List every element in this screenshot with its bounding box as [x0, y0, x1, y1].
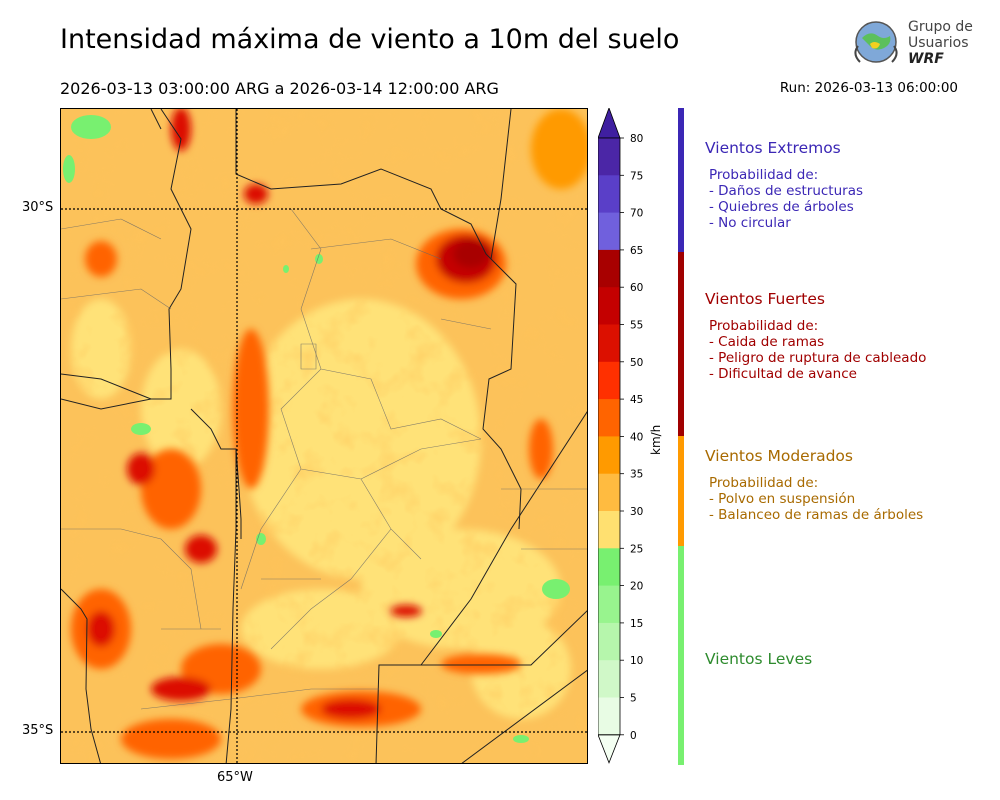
colorbar-tick-label: 55	[630, 320, 643, 332]
colorbar-tick-label: 15	[630, 618, 643, 630]
colorbar-segment	[598, 175, 620, 214]
colorbar-segment	[598, 436, 620, 475]
colorbar-tick-label: 40	[630, 431, 643, 443]
globe-logo-icon	[854, 21, 898, 63]
colorbar-segment	[598, 548, 620, 587]
colorbar-unit: km/h	[649, 424, 663, 455]
legend-moderados: Vientos Moderados Probabilidad de: - Pol…	[705, 447, 923, 523]
map-title: Intensidad máxima de viento a 10m del su…	[60, 24, 680, 55]
legend-extremos-desc-3: - No circular	[709, 215, 791, 231]
legend-fuertes-desc-1: - Caida de ramas	[709, 334, 825, 350]
colorbar-tick-label: 10	[630, 655, 643, 667]
colorbar-tick-label: 35	[630, 469, 643, 481]
run-time: Run: 2026-03-13 06:00:00	[779, 80, 958, 96]
colorbar-tick-label: 50	[630, 357, 643, 369]
lat-label-30s: 30°S	[22, 200, 54, 215]
colorbar-segment	[598, 287, 620, 325]
band-fuertes	[678, 252, 684, 436]
logo-line2: Usuarios	[908, 35, 969, 51]
legend-leves-title: Vientos Leves	[705, 650, 813, 668]
colorbar-segment	[598, 212, 620, 251]
legend-fuertes-title: Vientos Fuertes	[705, 290, 825, 308]
colorbar-segment	[598, 585, 620, 624]
colorbar: 80 75 70 65 60 55 50 45 40 35 30 25 20 15 10 5 0	[597, 106, 668, 768]
colorbar-segment	[598, 511, 620, 549]
legend-fuertes-desc-0: Probabilidad de:	[709, 318, 819, 334]
legend-fuertes: Vientos Fuertes Probabilidad de: - Caida…	[705, 290, 926, 382]
colorbar-tick-label: 60	[630, 282, 643, 294]
colorbar-segment	[598, 622, 620, 661]
colorbar-segment	[598, 473, 620, 512]
colorbar-segment	[598, 697, 620, 736]
legend-extremos-desc-2: - Quiebres de árboles	[709, 199, 854, 215]
colorbar-tick-label: 20	[630, 581, 643, 593]
legend-leves: Vientos Leves	[705, 650, 812, 678]
legend-extremos-desc-1: - Daños de estructuras	[709, 183, 864, 199]
legend-moderados-desc-0: Probabilidad de:	[709, 475, 819, 491]
logo-line3: WRF	[908, 51, 944, 67]
colorbar-tick-label: 65	[630, 245, 643, 257]
legend-moderados-title: Vientos Moderados	[705, 447, 853, 465]
forecast-period: 2026-03-13 03:00:00 ARG a 2026-03-14 12:…	[60, 79, 499, 98]
colorbar-segment	[598, 249, 620, 288]
colorbar-extend-max	[597, 106, 621, 139]
colorbar-segment	[598, 324, 620, 363]
colorbar-tick-label: 30	[630, 506, 643, 518]
colorbar-tick-label: 25	[630, 543, 643, 555]
colorbar-tick-label: 5	[630, 693, 637, 705]
colorbar-tick-label: 75	[630, 170, 643, 182]
legend-moderados-desc-2: - Balanceo de ramas de árboles	[709, 507, 924, 523]
band-extremos	[678, 108, 684, 252]
legend-moderados-desc-1: - Polvo en suspensión	[709, 491, 856, 507]
band-leves	[678, 546, 684, 765]
wind-map	[60, 108, 588, 764]
colorbar-segment	[598, 361, 620, 400]
band-moderados	[678, 436, 684, 546]
colorbar-tick-label: 0	[630, 730, 637, 742]
legend-extremos-desc-0: Probabilidad de:	[709, 167, 819, 183]
lon-label-65w: 65°W	[217, 770, 253, 785]
legend-extremos-title: Vientos Extremos	[705, 139, 841, 157]
logo-line1: Grupo de	[908, 19, 973, 35]
legend-fuertes-desc-2: - Peligro de ruptura de cableado	[709, 350, 927, 366]
colorbar-segment	[598, 138, 620, 176]
colorbar-tick-label: 45	[630, 394, 643, 406]
colorbar-segment	[598, 399, 620, 437]
colorbar-extend-min	[597, 734, 621, 764]
legend-extremos: Vientos Extremos Probabilidad de: - Daño…	[705, 139, 863, 231]
legend-fuertes-desc-3: - Dificultad de avance	[709, 366, 857, 382]
wrf-group-logo: Grupo de Usuarios WRF	[848, 16, 978, 72]
lat-label-35s: 35°S	[22, 723, 54, 738]
colorbar-tick-label: 80	[630, 133, 643, 145]
colorbar-segment	[598, 660, 620, 698]
colorbar-tick-label: 70	[630, 208, 643, 220]
